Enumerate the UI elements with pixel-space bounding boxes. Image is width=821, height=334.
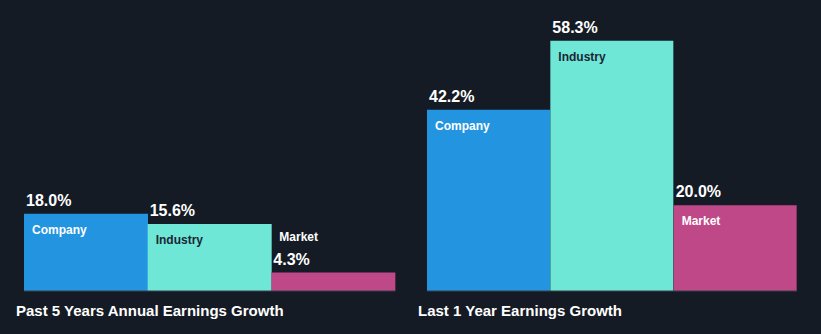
svg-text:20.0%: 20.0% (676, 183, 721, 200)
svg-text:Company: Company (435, 119, 490, 133)
svg-text:Industry: Industry (156, 233, 204, 247)
svg-text:58.3%: 58.3% (552, 19, 597, 36)
svg-text:18.0%: 18.0% (26, 192, 71, 209)
svg-text:Company: Company (32, 223, 87, 237)
svg-text:4.3%: 4.3% (273, 251, 309, 268)
svg-text:42.2%: 42.2% (429, 88, 474, 105)
svg-text:Industry: Industry (558, 50, 606, 64)
html-text:Past 5 Years Annual Earnings G: Past 5 Years Annual Earnings Growth (16, 302, 284, 319)
html-text:Last 1 Year Earnings Growth: Last 1 Year Earnings Growth (418, 302, 622, 319)
svg-text:Market: Market (279, 230, 318, 244)
svg-text:15.6%: 15.6% (150, 202, 195, 219)
svg-text:Market: Market (682, 214, 721, 228)
